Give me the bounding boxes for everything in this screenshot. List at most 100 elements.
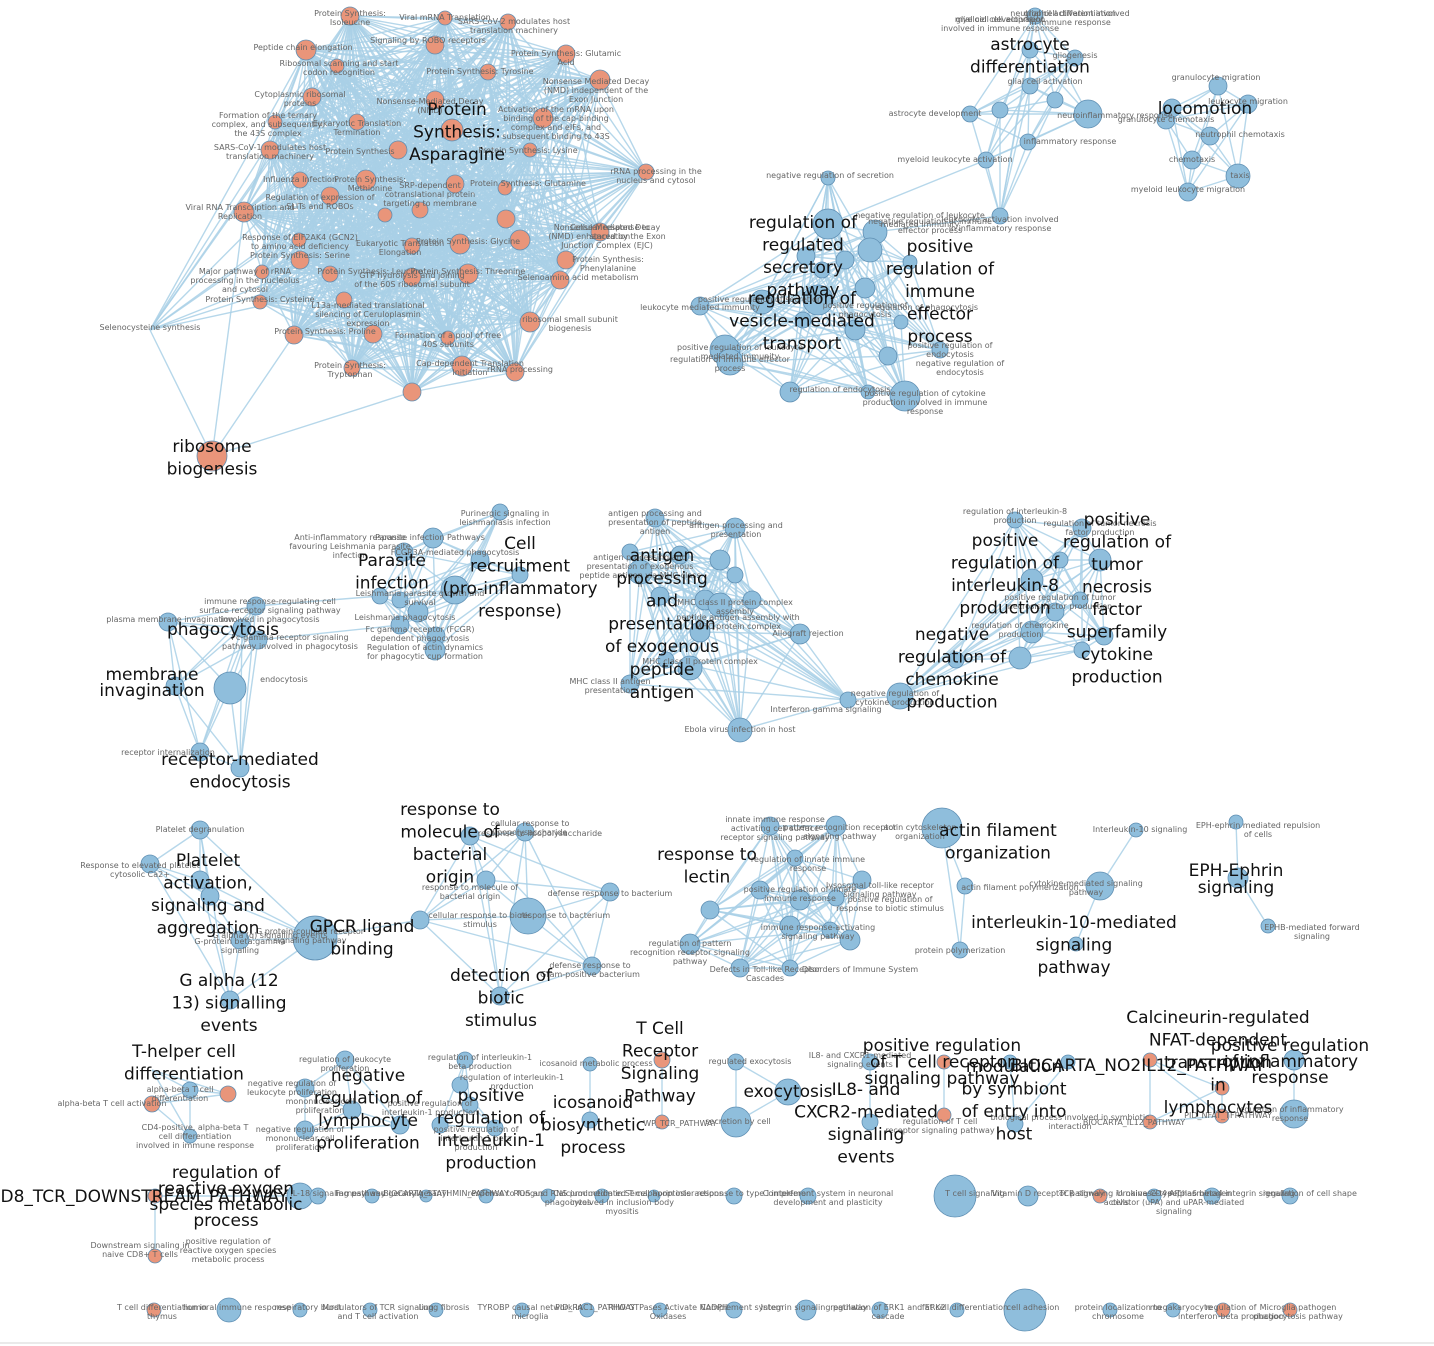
network-edge (679, 554, 701, 633)
network-edge (211, 391, 413, 457)
network-edge (514, 239, 521, 373)
secretion-node[interactable] (857, 237, 883, 263)
network-edge (699, 305, 941, 351)
protein-synthesis-node[interactable] (499, 13, 517, 31)
lectin-node[interactable] (700, 900, 720, 920)
network-edge (149, 96, 313, 331)
term-label: granulocyte migration (1172, 73, 1261, 82)
protein-synthesis-node[interactable] (260, 140, 280, 160)
network-edge (199, 829, 316, 939)
protein-synthesis-node[interactable] (425, 35, 445, 55)
term-label: fat cell differentiation (922, 1303, 1008, 1312)
term-label: Selenocysteine synthesis (100, 323, 201, 332)
network-edge (499, 891, 611, 997)
network-edge (372, 239, 521, 335)
term-label: secretion by cell (705, 1117, 771, 1126)
network-edge (243, 121, 276, 213)
protein-synthesis-node[interactable] (589, 69, 611, 91)
network-edge (269, 117, 544, 151)
network-edge (794, 857, 863, 881)
network-nodes (140, 6, 1309, 1332)
secretion-node[interactable] (854, 277, 876, 299)
network-edge (259, 301, 531, 323)
network-edge (419, 919, 593, 967)
network-edge (384, 214, 413, 393)
network-edge (519, 231, 601, 241)
network-edge (379, 559, 481, 597)
term-label: protein polymerization (915, 946, 1006, 955)
network-edge (1014, 519, 1101, 561)
term-label: Protein Synthesis (325, 147, 394, 156)
network-edge (411, 209, 421, 393)
network-edge (699, 631, 849, 701)
protein-synthesis-node[interactable] (295, 39, 317, 61)
network-edge (356, 121, 647, 173)
protein-synthesis-node[interactable] (377, 207, 393, 223)
network-edge (719, 559, 741, 731)
protein-synthesis-node[interactable] (437, 10, 453, 26)
protein-synthesis-node[interactable] (402, 382, 422, 402)
term-label: Microglia pathogen phagocytosis pathway (1253, 1303, 1343, 1321)
network-edge (274, 99, 436, 123)
phagocytosis-node[interactable] (213, 671, 247, 705)
network-edge (542, 117, 561, 281)
il8-node[interactable] (1008, 646, 1032, 670)
network-edge (1099, 559, 1105, 637)
network-edge (869, 249, 906, 397)
cluster-title: detection of biotic stimulus (450, 966, 553, 1031)
network-edge (639, 559, 721, 573)
network-edge (336, 53, 567, 67)
protein-synthesis-node[interactable] (348, 113, 366, 131)
astrocyte-node[interactable] (991, 101, 1009, 119)
network-edge (174, 685, 241, 769)
cluster-title: T-helper cell differentiation (124, 1042, 244, 1085)
network-edge (432, 537, 437, 637)
network-edge (444, 17, 601, 81)
protein-synthesis-node[interactable] (388, 140, 408, 160)
network-edge (485, 879, 501, 997)
network-edge (243, 195, 331, 213)
network-edge (329, 273, 516, 373)
cluster-title: EPH-Ephrin signaling (1189, 861, 1284, 898)
protein-synthesis-node[interactable] (340, 6, 360, 26)
network-edge (899, 519, 1016, 697)
protein-synthesis-node[interactable] (425, 90, 445, 110)
antigen-node[interactable] (726, 566, 744, 584)
network-edge (629, 551, 801, 635)
protein-synthesis-node[interactable] (329, 58, 345, 74)
network-edge (293, 239, 521, 336)
secretion-node[interactable] (893, 314, 909, 330)
network-edge (293, 276, 413, 336)
secretion-node[interactable] (878, 346, 898, 366)
protein-synthesis-node[interactable] (532, 107, 554, 129)
network-edge (259, 279, 561, 303)
network-edge (419, 919, 501, 997)
cluster-title: positive regulation of immune effector proce… (886, 237, 995, 347)
term-label: protein localization to chromosome (1075, 1303, 1162, 1321)
protein-synthesis-node[interactable] (355, 169, 377, 191)
term-label: Signaling by ROBO receptors (370, 36, 486, 45)
protein-synthesis-node[interactable] (496, 209, 516, 229)
protein-synthesis-node[interactable] (556, 44, 576, 64)
cluster-title: regulation of reactive oxygen species meta… (150, 1163, 303, 1231)
network-edge (985, 109, 1001, 161)
protein-synthesis-node[interactable] (522, 142, 538, 158)
network-edge (459, 243, 567, 261)
network-edge (827, 159, 987, 225)
protein-synthesis-node[interactable] (302, 87, 322, 107)
network-edge (411, 371, 516, 393)
protein-synthesis-node[interactable] (267, 114, 283, 130)
term-label: astrocyte development (889, 109, 982, 118)
network-edges (149, 15, 1295, 1256)
network-edge (167, 621, 243, 629)
network-edge (411, 245, 531, 323)
network-edge (299, 179, 506, 189)
protein-synthesis-node[interactable] (479, 63, 497, 81)
antigen-node[interactable] (709, 549, 731, 571)
cluster-title: positive regulation of inflammatory respon… (1211, 1036, 1369, 1088)
protein-synthesis-node[interactable] (291, 171, 309, 189)
th-node[interactable] (219, 1085, 237, 1103)
astrocyte-node[interactable] (1046, 91, 1064, 109)
network-edge (435, 574, 521, 637)
